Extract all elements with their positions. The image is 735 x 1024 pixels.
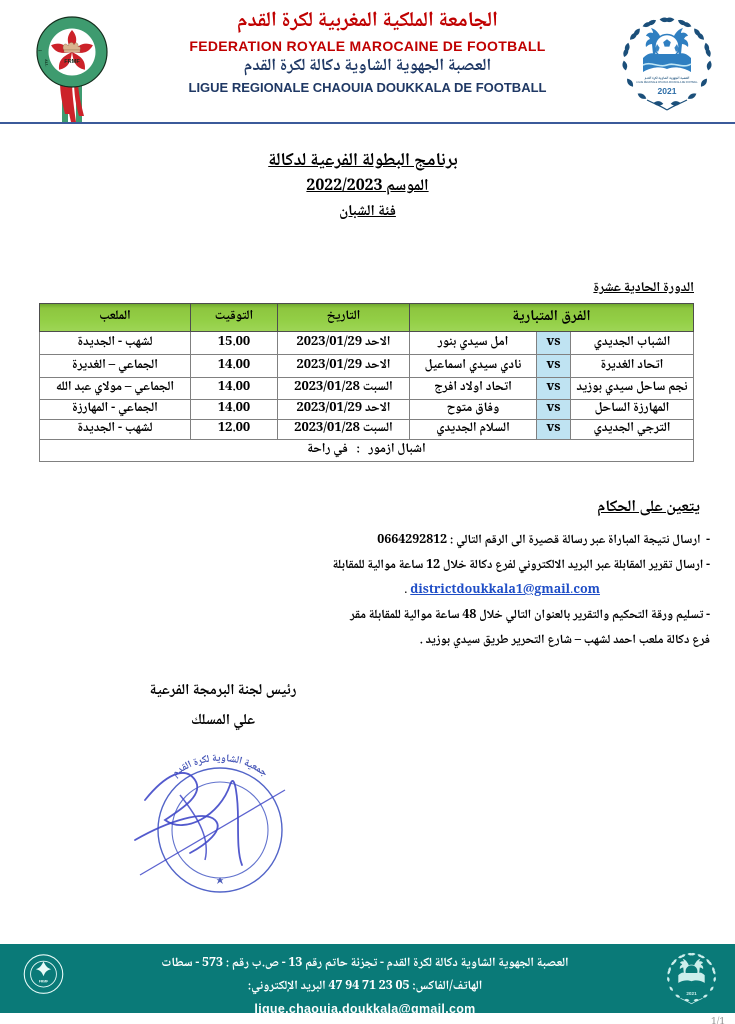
svg-text:2021: 2021 xyxy=(686,991,697,996)
svg-text:FRMF: FRMF xyxy=(64,59,80,65)
svg-text:2021: 2021 xyxy=(658,86,677,96)
svg-text:العصبة الجهوية الشاوية لكرة ال: العصبة الجهوية الشاوية لكرة القدم xyxy=(679,985,704,989)
svg-text:جمعية الشاوية لكرة القدم: جمعية الشاوية لكرة القدم xyxy=(169,750,272,782)
svg-text:LIGUE REGIONALE CHAOUIA DOUKKA: LIGUE REGIONALE CHAOUIA DOUKKALA DE FOOT… xyxy=(636,81,698,84)
svg-text:FRMF: FRMF xyxy=(39,979,48,983)
